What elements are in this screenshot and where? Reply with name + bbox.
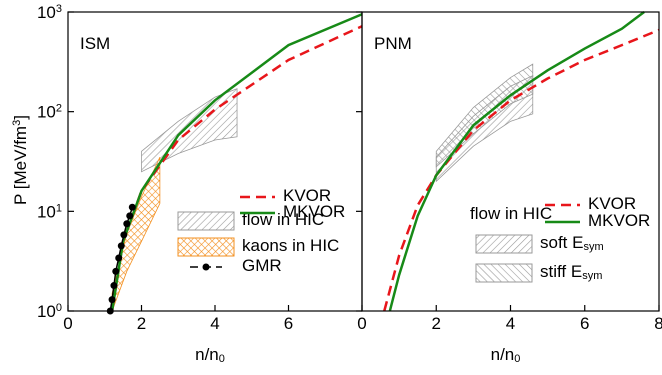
legend-swatch: [475, 234, 533, 254]
legend-label: soft Esym: [540, 233, 604, 252]
point: [128, 203, 136, 211]
x-tick-label: 6: [580, 314, 589, 333]
line: [383, 28, 660, 312]
x-tick-label: 2: [432, 314, 441, 333]
y-tick-label: 100: [37, 302, 62, 322]
x-tick-label: 4: [506, 314, 515, 333]
x-tick-label: 0: [357, 314, 366, 333]
point: [117, 242, 125, 250]
legend-label: kaons in HIC: [242, 236, 339, 255]
y-tick-label: 103: [37, 3, 62, 23]
band: [111, 156, 161, 312]
legend-label: stiff Esym: [540, 262, 602, 281]
plot-frame: [67, 11, 363, 312]
legend-swatch: [177, 211, 235, 231]
legend-label: MKVOR: [588, 211, 650, 230]
x-tick-label: 4: [210, 314, 219, 333]
point: [126, 212, 134, 220]
x-axis-label: n/n0: [491, 345, 521, 364]
legend-label: KVOR: [283, 186, 331, 205]
point: [123, 220, 131, 228]
point: [108, 296, 116, 304]
legend-title: flow in HIC: [470, 204, 552, 223]
y-tick-label: 102: [37, 103, 62, 123]
x-axis-label: n/n0: [195, 345, 225, 364]
line: [109, 206, 134, 312]
x-tick-label: 8: [654, 314, 662, 333]
legend-swatch: [177, 237, 235, 257]
legend-label: MKVOR: [283, 202, 345, 221]
legend-label: KVOR: [588, 194, 636, 213]
line: [388, 10, 645, 312]
y-axis-label: P [MeV/fm3]: [11, 115, 31, 205]
point: [112, 267, 120, 275]
point: [120, 231, 128, 239]
x-tick-label: 6: [284, 314, 293, 333]
panel-label: PNM: [374, 34, 412, 53]
legend-label: GMR: [242, 256, 282, 275]
legend-swatch: [475, 263, 533, 283]
legend-label: flow in HIC: [242, 210, 324, 229]
point: [115, 254, 123, 262]
legend-marker: [202, 263, 210, 271]
panel-label: ISM: [80, 34, 110, 53]
y-tick-label: 101: [37, 202, 62, 222]
x-tick-label: 0: [63, 314, 72, 333]
x-tick-label: 2: [137, 314, 146, 333]
point: [110, 282, 118, 290]
line: [110, 25, 363, 312]
